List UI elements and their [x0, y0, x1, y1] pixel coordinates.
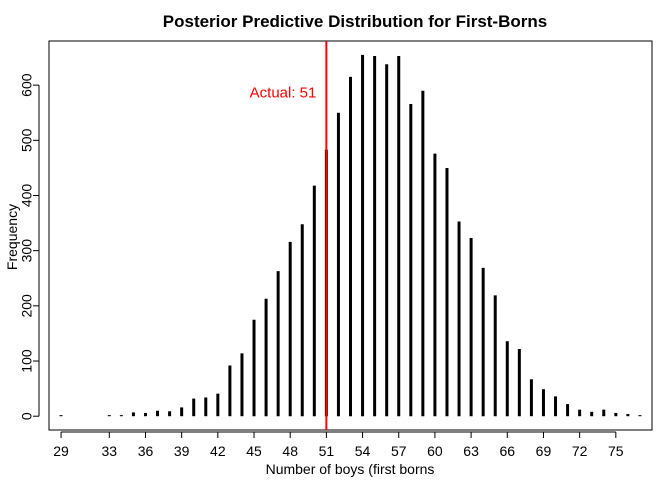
- y-tick-label: 200: [19, 294, 35, 318]
- x-tick-label: 33: [102, 443, 118, 459]
- x-tick-label: 48: [282, 443, 298, 459]
- y-axis-label: Frequency: [4, 204, 20, 270]
- y-tick-label: 0: [19, 412, 35, 420]
- x-tick-label: 51: [319, 443, 335, 459]
- reference-line-group: Actual: 51: [250, 41, 328, 430]
- y-tick-label: 300: [19, 239, 35, 263]
- y-tick-label: 400: [19, 184, 35, 208]
- x-tick-label: 72: [572, 443, 588, 459]
- x-tick-label: 66: [499, 443, 515, 459]
- chart-title: Posterior Predictive Distribution for Fi…: [163, 12, 547, 31]
- x-tick-label: 63: [463, 443, 479, 459]
- x-tick-label: 75: [608, 443, 624, 459]
- x-tick-label: 57: [391, 443, 407, 459]
- x-tick-label: 45: [246, 443, 262, 459]
- reference-line-label: Actual: 51: [250, 84, 317, 101]
- x-tick-label: 54: [355, 443, 371, 459]
- y-tick-label: 600: [19, 73, 35, 97]
- x-tick-label: 29: [53, 443, 69, 459]
- x-tick-label: 39: [174, 443, 190, 459]
- x-tick-label: 60: [427, 443, 443, 459]
- plot-frame: [48, 40, 653, 431]
- y-tick-label: 500: [19, 128, 35, 152]
- bars: [59, 54, 642, 417]
- y-tick-label: 100: [19, 349, 35, 373]
- x-axis: 29 33 36 39 42 45 48 51 54 57 60 63 66 69 72 75: [53, 431, 624, 459]
- x-tick-label: 69: [536, 443, 552, 459]
- y-axis: 0 100 200 300 400 500 600: [19, 73, 40, 420]
- x-tick-label: 36: [138, 443, 154, 459]
- x-tick-label: 42: [210, 443, 226, 459]
- x-axis-label: Number of boys (first borns: [266, 461, 435, 477]
